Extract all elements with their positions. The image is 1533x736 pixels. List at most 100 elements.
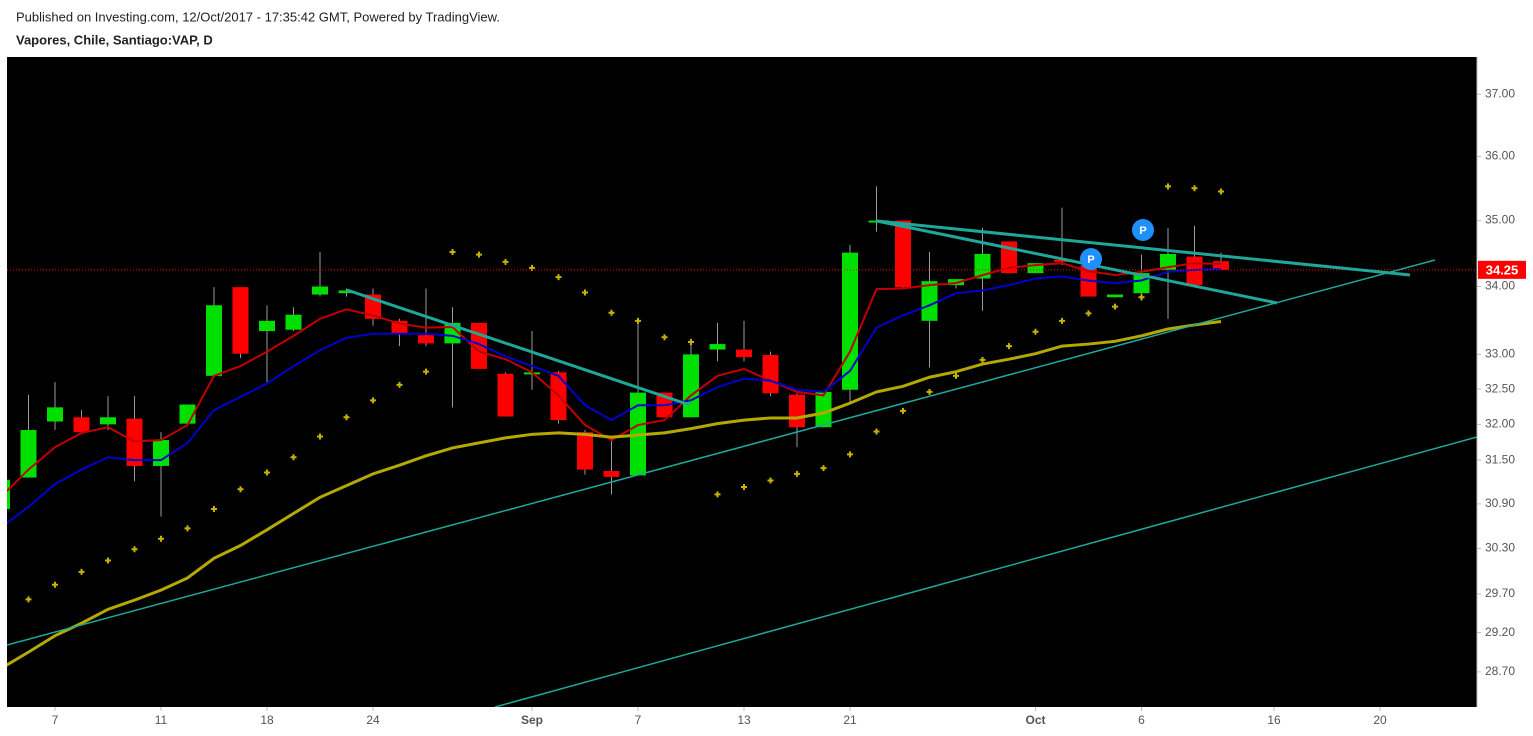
- x-tick-label: 11: [155, 713, 168, 727]
- trendline: [346, 288, 691, 407]
- candle-body: [577, 432, 593, 470]
- sar-dot: [555, 274, 562, 281]
- sar-dot: [264, 469, 270, 476]
- candle-body: [47, 407, 63, 422]
- sar-dot: [926, 388, 933, 395]
- candle-body: [1107, 294, 1123, 298]
- x-tick-label: 7: [635, 713, 642, 727]
- y-tick-label: 36.00: [1485, 149, 1515, 163]
- candle-body: [497, 373, 514, 417]
- sar-dot: [979, 356, 986, 363]
- y-tick-label: 32.50: [1485, 381, 1515, 395]
- candle-body: [259, 320, 275, 332]
- trendline: [7, 259, 1436, 646]
- sar-dot: [820, 465, 827, 472]
- candle-body: [1054, 259, 1070, 262]
- sar-dot: [1138, 294, 1145, 301]
- sar-dot: [608, 309, 615, 316]
- candle-body: [974, 253, 991, 279]
- marker-circle: [1080, 248, 1102, 270]
- last-price-label: 34.25: [1486, 262, 1519, 277]
- sar-dot: [1006, 343, 1012, 350]
- sar-dot: [476, 251, 482, 258]
- plot-background: [7, 57, 1477, 707]
- sar-dot: [158, 535, 164, 542]
- sar-dot: [290, 454, 297, 461]
- sar-dot: [502, 258, 509, 265]
- candle-body: [73, 417, 90, 433]
- y-tick-label: 28.70: [1485, 664, 1515, 678]
- candle-body: [683, 354, 699, 418]
- trendlines: [7, 219, 1477, 707]
- sar-dot: [52, 581, 58, 588]
- x-tick-label: 6: [1138, 713, 1145, 727]
- sar-dot: [237, 486, 244, 493]
- candle-body: [1027, 263, 1044, 274]
- published-note: Published on Investing.com, 12/Oct/2017 …: [16, 9, 500, 24]
- sar-dot: [1032, 328, 1039, 335]
- sar-dot: [714, 491, 721, 498]
- sar-dot: [211, 506, 217, 513]
- sar-dot: [370, 397, 376, 404]
- marker-label: P: [1087, 254, 1094, 266]
- x-tick-label: 16: [1267, 713, 1281, 727]
- candle-body: [312, 286, 328, 295]
- sar-dot: [953, 372, 959, 379]
- x-tick-label: 7: [52, 713, 59, 727]
- sar-dot: [635, 317, 641, 324]
- candle-body: [206, 305, 222, 376]
- candle-body: [921, 281, 938, 321]
- y-tick-label: 35.00: [1485, 213, 1515, 227]
- candle-body: [868, 220, 885, 223]
- sar-dot: [900, 407, 906, 414]
- symbol-title: Vapores, Chile, Santiago:VAP, D: [16, 32, 213, 47]
- sar-dot: [1112, 303, 1118, 310]
- x-tick-label: 21: [843, 713, 857, 727]
- marker: P: [1080, 248, 1102, 270]
- sar-dot: [582, 289, 588, 296]
- sar-dot: [105, 557, 111, 564]
- x-tick-label: 24: [366, 713, 380, 727]
- moving-average-line: [7, 262, 1222, 493]
- sar-dot: [184, 525, 191, 532]
- sar-dot: [1191, 185, 1198, 192]
- moving-average-line: [7, 320, 1222, 667]
- sar-dot: [423, 368, 429, 375]
- candle-body: [100, 417, 116, 425]
- last-price-box: [1478, 260, 1526, 279]
- x-tick-label: 20: [1373, 713, 1387, 727]
- sar-dot: [688, 339, 694, 346]
- sar-dot: [661, 334, 668, 341]
- sar-dot: [794, 470, 800, 477]
- sar-dot: [1218, 188, 1224, 195]
- y-tick-label: 33.00: [1485, 347, 1515, 361]
- candle-body: [789, 394, 805, 428]
- sar-dot: [1085, 310, 1092, 317]
- candle-body: [285, 314, 302, 330]
- y-tick-label: 29.70: [1485, 586, 1515, 600]
- candle-body: [842, 252, 858, 390]
- sar-dot: [741, 484, 747, 491]
- x-tick-label: 18: [260, 713, 274, 727]
- candle-body: [1213, 261, 1229, 270]
- trendline: [876, 219, 1411, 277]
- candle-body: [418, 335, 434, 344]
- trendline: [876, 219, 1278, 305]
- candle-body: [762, 355, 779, 394]
- x-tick-label: Sep: [521, 713, 543, 727]
- sar-dot: [767, 477, 774, 484]
- sar-dot: [1059, 317, 1065, 324]
- y-tick-label: 30.90: [1485, 496, 1515, 510]
- candle-body: [736, 349, 752, 358]
- sar-dot: [847, 451, 853, 458]
- y-tick-label: 29.20: [1485, 625, 1515, 639]
- sar-dot: [317, 433, 323, 440]
- trendline: [494, 436, 1477, 707]
- candle-body: [7, 479, 10, 510]
- sar-dot: [1165, 183, 1171, 190]
- sar-dot: [78, 568, 85, 575]
- candle-body: [815, 391, 832, 428]
- sar-dot: [131, 546, 138, 553]
- marker: P: [1132, 219, 1154, 241]
